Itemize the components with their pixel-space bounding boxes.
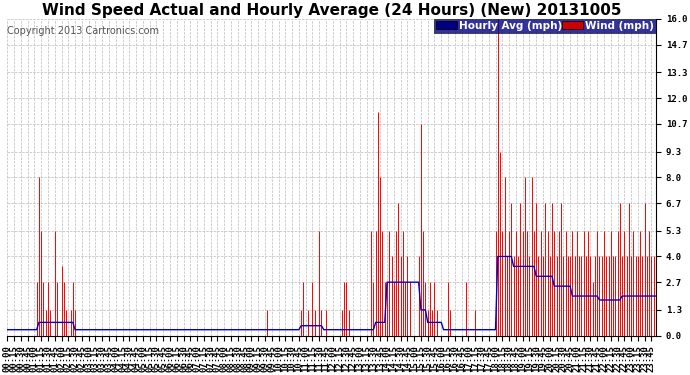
Legend: Hourly Avg (mph), Wind (mph): Hourly Avg (mph), Wind (mph) — [434, 19, 656, 33]
Text: Copyright 2013 Cartronics.com: Copyright 2013 Cartronics.com — [7, 26, 159, 36]
Title: Wind Speed Actual and Hourly Average (24 Hours) (New) 20131005: Wind Speed Actual and Hourly Average (24… — [42, 3, 622, 18]
